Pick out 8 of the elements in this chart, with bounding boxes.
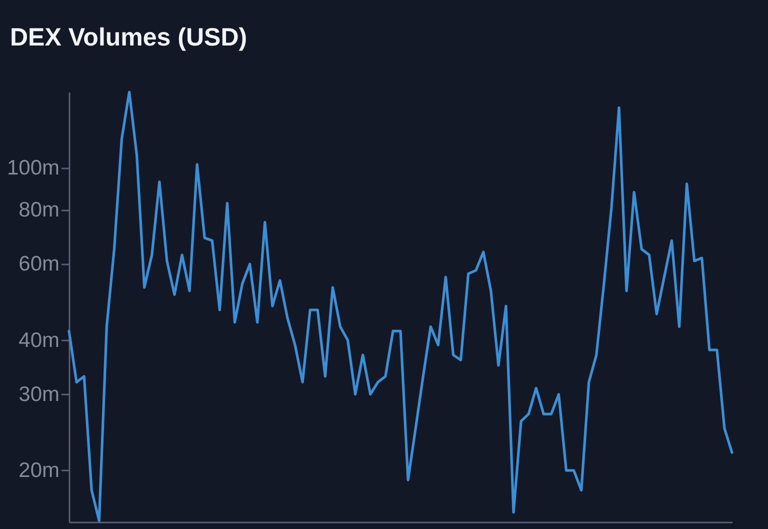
y-tick-label: 30m xyxy=(18,382,60,406)
y-tick-label: 40m xyxy=(18,328,60,352)
chart-title: DEX Volumes (USD) xyxy=(10,24,248,52)
y-tick-label: 100m xyxy=(6,156,60,180)
y-tick-label: 60m xyxy=(18,252,60,276)
y-tick-label: 80m xyxy=(18,198,60,222)
y-tick-label: 20m xyxy=(18,458,60,482)
line-series xyxy=(68,90,734,522)
